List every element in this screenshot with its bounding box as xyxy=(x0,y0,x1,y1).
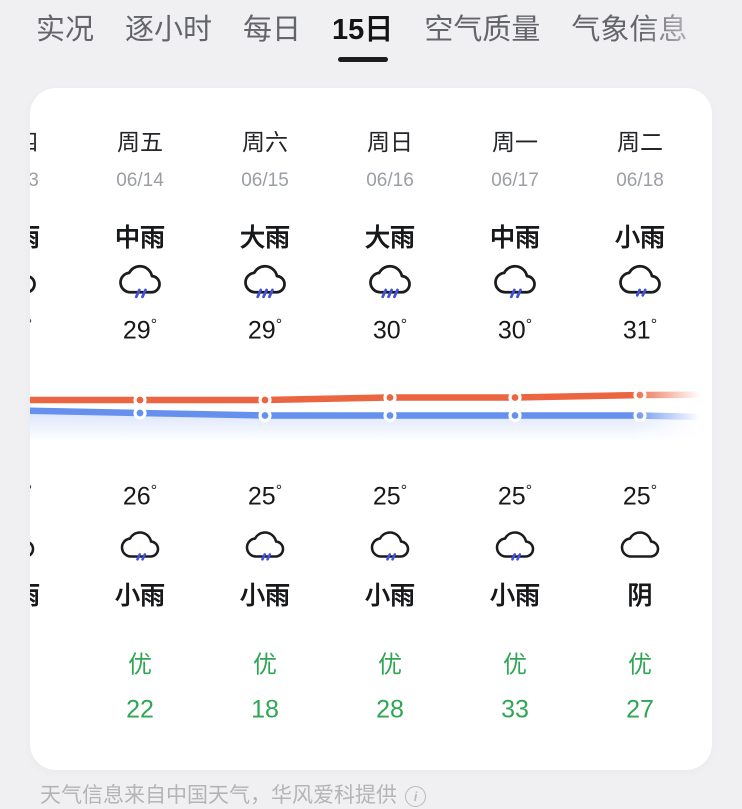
day-date: 06/13 xyxy=(30,170,39,191)
data-source-attribution: 天气信息来自中国天气，华风爱科提供 i xyxy=(40,783,426,809)
forecast-columns-strip: 周四 06/13 中雨 29° 27° 小雨 周五 06/14 中雨 29° 2… xyxy=(30,88,703,770)
day-date: 06/15 xyxy=(241,170,289,191)
forecast-column-fri[interactable]: 周五 06/14 中雨 29° 26° 小雨 优 22 xyxy=(78,88,203,770)
rain-light-icon xyxy=(453,530,578,571)
day-date: 06/14 xyxy=(116,170,164,191)
day-condition: 中雨 xyxy=(114,224,165,252)
rain-light-icon xyxy=(578,263,703,307)
aqi-level: 优 xyxy=(628,651,652,679)
night-condition: 小雨 xyxy=(114,582,165,610)
day-name: 周四 xyxy=(30,123,78,157)
high-temp-label: 30° xyxy=(372,316,408,345)
rain-light-icon xyxy=(78,530,203,571)
night-condition: 小雨 xyxy=(30,576,78,612)
high-temp-label: 29° xyxy=(247,316,283,345)
forecast-column-mon[interactable]: 周一 06/17 中雨 30° 25° 小雨 优 33 xyxy=(453,88,578,770)
day-name: 周二 xyxy=(617,129,663,155)
forecast-column-sun[interactable]: 周日 06/16 大雨 30° 25° 小雨 优 28 xyxy=(328,88,453,770)
low-temp-label: 25° xyxy=(497,482,533,511)
aqi-value: 33 xyxy=(501,695,529,724)
high-temp-label: 29° xyxy=(30,317,78,346)
cloud-overcast-icon xyxy=(578,530,703,571)
aqi-value: 28 xyxy=(376,695,404,724)
day-condition: 大雨 xyxy=(239,224,290,252)
day-date: 06/16 xyxy=(366,170,414,191)
forecast-card: 周四 06/13 中雨 29° 27° 小雨 周五 06/14 中雨 29° 2… xyxy=(30,88,712,770)
day-date: 06/17 xyxy=(491,170,539,191)
low-temp-label: 25° xyxy=(372,482,408,511)
info-icon[interactable]: i xyxy=(405,785,426,807)
day-name: 周五 xyxy=(117,129,163,155)
high-temp-label: 31° xyxy=(622,316,658,345)
forecast-column-thu[interactable]: 周四 06/13 中雨 29° 27° 小雨 xyxy=(30,88,78,770)
tab-live[interactable]: 实况 xyxy=(36,14,95,46)
tab-air-quality[interactable]: 空气质量 xyxy=(424,14,541,46)
aqi-value: 27 xyxy=(626,695,654,724)
high-temp-label: 30° xyxy=(497,316,533,345)
day-date: 06/18 xyxy=(616,170,664,191)
rain-moderate-icon xyxy=(78,263,203,307)
tab-weather-info[interactable]: 气象信息 xyxy=(571,14,688,46)
low-temp-label: 26° xyxy=(122,482,158,511)
tab-15day[interactable]: 15日 xyxy=(332,13,393,62)
top-tab-bar: 实况 逐小时 每日 15日 空气质量 气象信息 xyxy=(0,0,742,72)
night-condition: 阴 xyxy=(627,582,653,610)
aqi-value: 18 xyxy=(251,695,279,724)
night-condition: 小雨 xyxy=(239,582,290,610)
day-name: 周一 xyxy=(492,129,538,155)
low-temp-label: 25° xyxy=(622,482,658,511)
aqi-value: 22 xyxy=(126,695,154,724)
rain-light-icon xyxy=(30,530,78,571)
aqi-level: 优 xyxy=(503,651,527,679)
day-name: 周六 xyxy=(242,129,288,155)
rain-moderate-icon xyxy=(453,263,578,307)
aqi-level: 优 xyxy=(128,651,152,679)
attribution-text: 天气信息来自中国天气，华风爱科提供 xyxy=(40,784,397,807)
tab-hourly[interactable]: 逐小时 xyxy=(125,14,213,46)
active-tab-underline xyxy=(337,57,388,62)
rain-light-icon xyxy=(328,530,453,571)
day-name: 周日 xyxy=(367,129,413,155)
rain-moderate-icon xyxy=(30,263,78,307)
forecast-column-sat[interactable]: 周六 06/15 大雨 29° 25° 小雨 优 18 xyxy=(203,88,328,770)
day-condition: 小雨 xyxy=(614,224,665,252)
high-temp-label: 29° xyxy=(122,316,158,345)
day-condition: 中雨 xyxy=(489,224,540,252)
night-condition: 小雨 xyxy=(489,582,540,610)
forecast-column-tue[interactable]: 周二 06/18 小雨 31° 25° 阴 优 27 xyxy=(578,88,703,770)
tab-daily[interactable]: 每日 xyxy=(243,14,302,46)
day-condition: 大雨 xyxy=(364,224,415,252)
aqi-level: 优 xyxy=(378,651,402,679)
low-temp-label: 27° xyxy=(30,483,78,512)
rain-light-icon xyxy=(203,530,328,571)
rain-heavy-icon xyxy=(203,263,328,307)
aqi-level: 优 xyxy=(253,651,277,679)
day-condition: 中雨 xyxy=(30,218,78,254)
rain-heavy-icon xyxy=(328,263,453,307)
low-temp-label: 25° xyxy=(247,482,283,511)
night-condition: 小雨 xyxy=(364,582,415,610)
